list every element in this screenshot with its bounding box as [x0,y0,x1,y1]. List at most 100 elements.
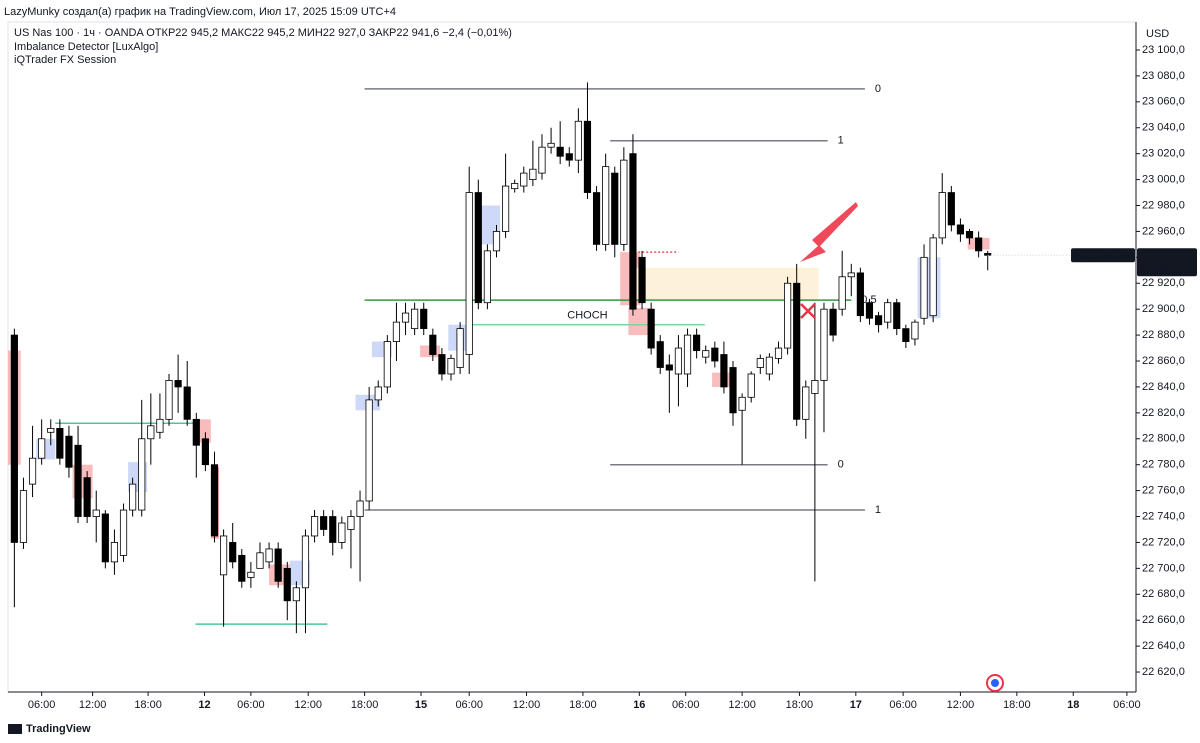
candle-body [256,552,264,569]
candle-body [147,425,155,440]
price-tag [1137,248,1197,277]
candle-body [365,399,373,502]
candle-body [711,347,719,362]
y-tick-label: 23 040,0 [1142,122,1185,134]
x-tick-label: 18:00 [786,699,814,711]
y-tick-label: 22 620,0 [1142,666,1185,678]
y-tick-label: 22 980,0 [1142,199,1185,211]
candle-body [274,548,282,582]
candle-body [329,516,337,543]
candle-body [229,542,237,563]
candle-body [865,302,874,319]
y-tick-label: 22 780,0 [1142,459,1185,471]
y-tick-label: 22 920,0 [1142,277,1185,289]
candle-body [929,237,937,317]
candle-body [138,438,146,511]
candle-body [920,256,928,319]
y-tick-label: 22 960,0 [1142,225,1185,237]
x-tick-label: 06:00 [455,699,483,711]
candle-body [956,224,965,235]
candle-body [583,120,592,193]
candle-body [210,464,219,537]
imbalance-zone [628,307,651,336]
candle-body [356,500,364,517]
candle-body [292,587,300,602]
candle-body [856,272,864,317]
level-label: 0 [875,83,881,95]
x-tick-label: 12:00 [947,699,975,711]
x-tick-label: 12:00 [513,699,541,711]
candle-body [420,308,428,330]
candle-body [92,509,100,517]
legend-indicator: Imbalance Detector [LuxAlgo] [14,41,158,53]
candle-body [201,438,209,466]
candle-body [665,364,673,371]
legend-indicator: iQTrader FX Session [14,54,116,66]
candle-body [592,192,601,245]
candle-body [520,172,528,187]
flag-icon [986,674,1004,692]
level-label: 1 [875,504,881,516]
x-tick-label: 12:00 [294,699,322,711]
y-tick-label: 22 900,0 [1142,303,1185,315]
plot-frame [7,21,1137,693]
candle-body [747,373,755,398]
candle-body [56,428,64,459]
candle-body [638,256,646,304]
candle-body [947,192,955,226]
price-tag-label: 22 941,6 [1144,249,1187,261]
x-tick-label: 06:00 [672,699,700,711]
candle-body [965,231,974,239]
candle-body [474,192,482,304]
candle-body [693,334,701,352]
y-tick-label: 23 020,0 [1142,148,1185,160]
candle-body [183,386,191,420]
footer-brand: TradingView [26,723,91,735]
candle-body [811,380,819,394]
x-tick-label: 06:00 [237,699,265,711]
candle-body [765,356,773,375]
candle-body [283,567,291,602]
candle-body [774,347,783,359]
candle-body [938,192,946,239]
x-tick-label: 15 [415,699,427,711]
y-tick-label: 22 840,0 [1142,381,1185,393]
y-tick-label: 22 720,0 [1142,536,1185,548]
candle-body [129,483,137,511]
candle-body [465,192,473,355]
y-tick-label: 22 660,0 [1142,614,1185,626]
candle-body [238,555,246,582]
candle-body [383,341,391,388]
candle-body [165,380,173,420]
candle-body [411,308,419,330]
candle-body [174,380,182,388]
candle-body [602,166,610,245]
y-tick-label: 23 000,0 [1142,173,1185,185]
y-tick-label: 22 640,0 [1142,640,1185,652]
candle-body [884,302,892,323]
candle-body [429,334,437,355]
candle-body [247,571,255,578]
candle-body [74,444,82,517]
candle-body [656,341,664,368]
candle-body [683,334,692,375]
x-tick-label: 12:00 [728,699,756,711]
candle-body [738,396,746,411]
candle-body [674,347,683,375]
candle-body [911,321,919,340]
y-tick-label: 22 700,0 [1142,562,1185,574]
x-tick-label: 16 [633,699,645,711]
candle-body [492,231,501,252]
symbol-tag [1071,248,1135,263]
x-tick-label: 12:00 [79,699,107,711]
candle-body [529,168,537,180]
candle-body [38,438,46,459]
y-tick-label: 22 820,0 [1142,407,1185,419]
candle-body [65,435,73,468]
candle-body [756,358,764,368]
candle-body [538,146,546,174]
candle-body [320,516,328,530]
candle-body [874,315,883,326]
